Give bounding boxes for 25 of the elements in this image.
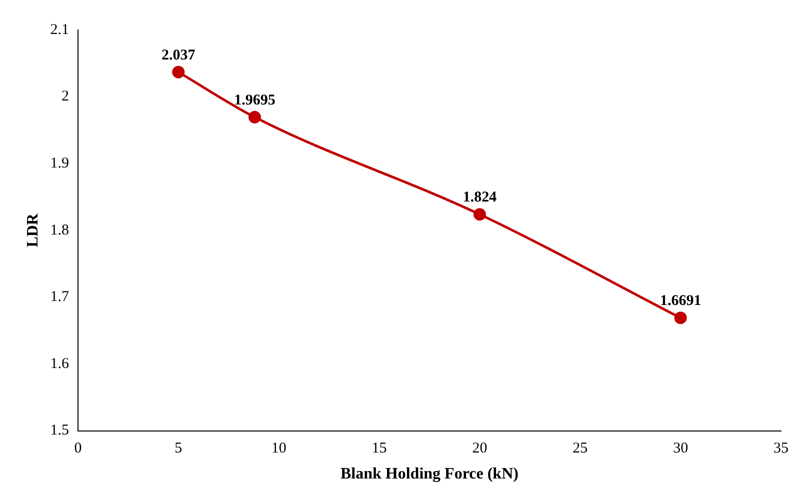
point <box>473 208 486 221</box>
y-tick-label: 2 <box>61 88 69 105</box>
x-tick-label: 20 <box>472 440 488 457</box>
x-tick-label: 25 <box>572 440 588 457</box>
point <box>674 312 687 324</box>
point <box>172 66 185 78</box>
x-tick-label: 10 <box>271 440 286 457</box>
y-tick-label: 1.9 <box>50 156 69 172</box>
y-tick-label: 1.5 <box>50 422 69 439</box>
x-tick-label: 0 <box>74 440 82 457</box>
y-tick-label: 1.7 <box>50 289 70 306</box>
data-label: 2.037 <box>162 47 196 64</box>
data-label: 1.824 <box>462 190 498 206</box>
x-tick-label: 35 <box>774 440 788 457</box>
y-tick-label: 2.1 <box>50 22 69 38</box>
y-tick-label: 1.8 <box>50 222 69 238</box>
data-label: 1.9695 <box>234 92 276 109</box>
x-tick-label: 30 <box>673 440 688 457</box>
x-tick-label: 15 <box>372 440 387 457</box>
y-tick-label: 1.6 <box>50 356 70 372</box>
point <box>248 110 261 124</box>
x-axis-title: Blank Holding Force (kN) <box>340 466 518 483</box>
x-tick-label: 5 <box>174 440 182 457</box>
data-label: 1.6691 <box>660 293 702 310</box>
y-axis-title: LDR <box>24 213 42 248</box>
